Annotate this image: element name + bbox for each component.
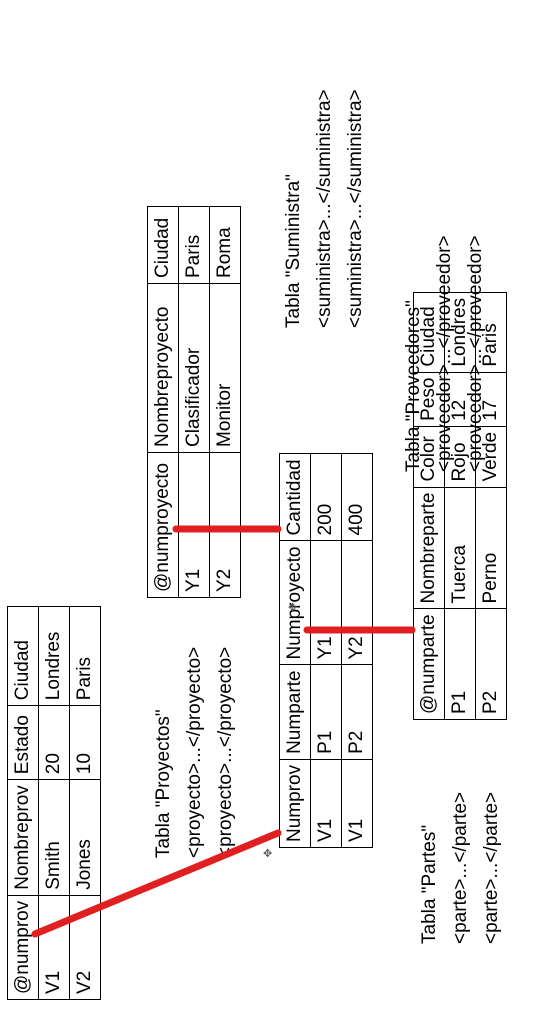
header-cell: Numparte xyxy=(280,665,311,759)
table-row: Y1 Clasificador Paris xyxy=(179,207,210,598)
table-cell: V2 xyxy=(70,895,101,999)
caption-tag: <parte>...</parte> xyxy=(445,792,476,944)
move-handle-icon: ✥ xyxy=(263,849,272,860)
header-cell: Ciudad xyxy=(414,292,445,372)
table-cell: P2 xyxy=(476,609,507,720)
table-cell: Rojo xyxy=(445,426,476,487)
header-cell: Ciudad xyxy=(148,207,179,284)
table-cell: 20 xyxy=(39,706,70,780)
table-row: V1 P2 Y2 400 xyxy=(342,454,373,848)
table-cell: Tuerca xyxy=(445,487,476,609)
table-proyectos-wrap: @numproyecto Nombreproyecto Ciudad Y1 Cl… xyxy=(147,206,241,598)
caption-tag: <suministra>...</suministra> xyxy=(340,89,371,328)
caption-title: Tabla "Partes" xyxy=(414,792,445,944)
move-handle-icon: ✥ xyxy=(288,603,297,614)
table-cell: Y2 xyxy=(210,453,241,598)
header-cell: Color xyxy=(414,426,445,487)
table-cell: Paris xyxy=(476,292,507,372)
table-cell: Y1 xyxy=(311,541,342,665)
caption-tag: <parte>...</parte> xyxy=(476,792,507,944)
caption-proyectos: Tabla "Proyectos" <proyecto>...</proyect… xyxy=(148,647,241,858)
table-cell: P1 xyxy=(311,665,342,759)
table-cell: Y2 xyxy=(342,541,373,665)
caption-tag: <suministra>...</suministra> xyxy=(309,89,340,328)
table-cell: Perno xyxy=(476,487,507,609)
table-proveedores-wrap: @numprov Nombreprov Estado Ciudad V1 Smi… xyxy=(7,606,101,1000)
table-cell: Paris xyxy=(179,207,210,284)
header-cell: Ciudad xyxy=(8,607,39,706)
caption-tag: <proyecto>...</proyecto> xyxy=(179,647,210,858)
table-cell: V1 xyxy=(342,759,373,847)
table-suministra: Numprov Numparte Numproyecto Cantidad V1… xyxy=(279,453,373,848)
table-row: P1 Tuerca Rojo 12 Londres xyxy=(445,292,476,719)
table-header-row: @numprov Nombreprov Estado Ciudad xyxy=(8,607,39,1000)
header-cell: @numproyecto xyxy=(148,453,179,598)
table-cell: Londres xyxy=(39,607,70,706)
table-partes-wrap: @numparte Nombreparte Color Peso Ciudad … xyxy=(413,292,507,720)
table-row: Y2 Monitor Roma xyxy=(210,207,241,598)
table-cell: Paris xyxy=(70,607,101,706)
table-cell: Londres xyxy=(445,292,476,372)
table-cell: Monitor xyxy=(210,284,241,453)
header-cell: @numprov xyxy=(8,895,39,999)
table-header-row: Numprov Numparte Numproyecto Cantidad xyxy=(280,454,311,848)
caption-tag: <proyecto>...</proyecto> xyxy=(210,647,241,858)
table-proyectos: @numproyecto Nombreproyecto Ciudad Y1 Cl… xyxy=(147,206,241,598)
table-cell: Verde xyxy=(476,426,507,487)
caption-partes: Tabla "Partes" <parte>...</parte> <parte… xyxy=(414,792,507,944)
header-cell: Nombreparte xyxy=(414,487,445,609)
header-cell: Estado xyxy=(8,706,39,780)
table-suministra-wrap: Numprov Numparte Numproyecto Cantidad V1… xyxy=(279,453,373,848)
table-cell: V1 xyxy=(39,895,70,999)
table-header-row: @numproyecto Nombreproyecto Ciudad xyxy=(148,207,179,598)
header-cell: Peso xyxy=(414,372,445,426)
header-cell: Cantidad xyxy=(280,454,311,541)
table-cell: V1 xyxy=(311,759,342,847)
table-cell: P2 xyxy=(342,665,373,759)
table-cell: 200 xyxy=(311,454,342,541)
table-cell: Clasificador xyxy=(179,284,210,453)
table-cell: P1 xyxy=(445,609,476,720)
caption-suministra: Tabla "Suministra" <suministra>...</sumi… xyxy=(278,89,371,328)
table-cell: 400 xyxy=(342,454,373,541)
header-cell: Nombreproyecto xyxy=(148,284,179,453)
table-proveedores: @numprov Nombreprov Estado Ciudad V1 Smi… xyxy=(7,606,101,1000)
header-cell: Nombreprov xyxy=(8,780,39,896)
caption-title: Tabla "Proyectos" xyxy=(148,647,179,858)
table-cell: 17 xyxy=(476,372,507,426)
table-row: V2 Jones 10 Paris xyxy=(70,607,101,1000)
table-row: V1 P1 Y1 200 xyxy=(311,454,342,848)
table-cell: Jones xyxy=(70,780,101,896)
table-cell: 12 xyxy=(445,372,476,426)
table-cell: Smith xyxy=(39,780,70,896)
table-header-row: @numparte Nombreparte Color Peso Ciudad xyxy=(414,292,445,719)
table-partes: @numparte Nombreparte Color Peso Ciudad … xyxy=(413,292,507,720)
table-cell: 10 xyxy=(70,706,101,780)
header-cell: Numprov xyxy=(280,759,311,847)
table-cell: Y1 xyxy=(179,453,210,598)
table-row: P2 Perno Verde 17 Paris xyxy=(476,292,507,719)
caption-title: Tabla "Suministra" xyxy=(278,89,309,328)
table-row: V1 Smith 20 Londres xyxy=(39,607,70,1000)
table-cell: Roma xyxy=(210,207,241,284)
header-cell: @numparte xyxy=(414,609,445,720)
